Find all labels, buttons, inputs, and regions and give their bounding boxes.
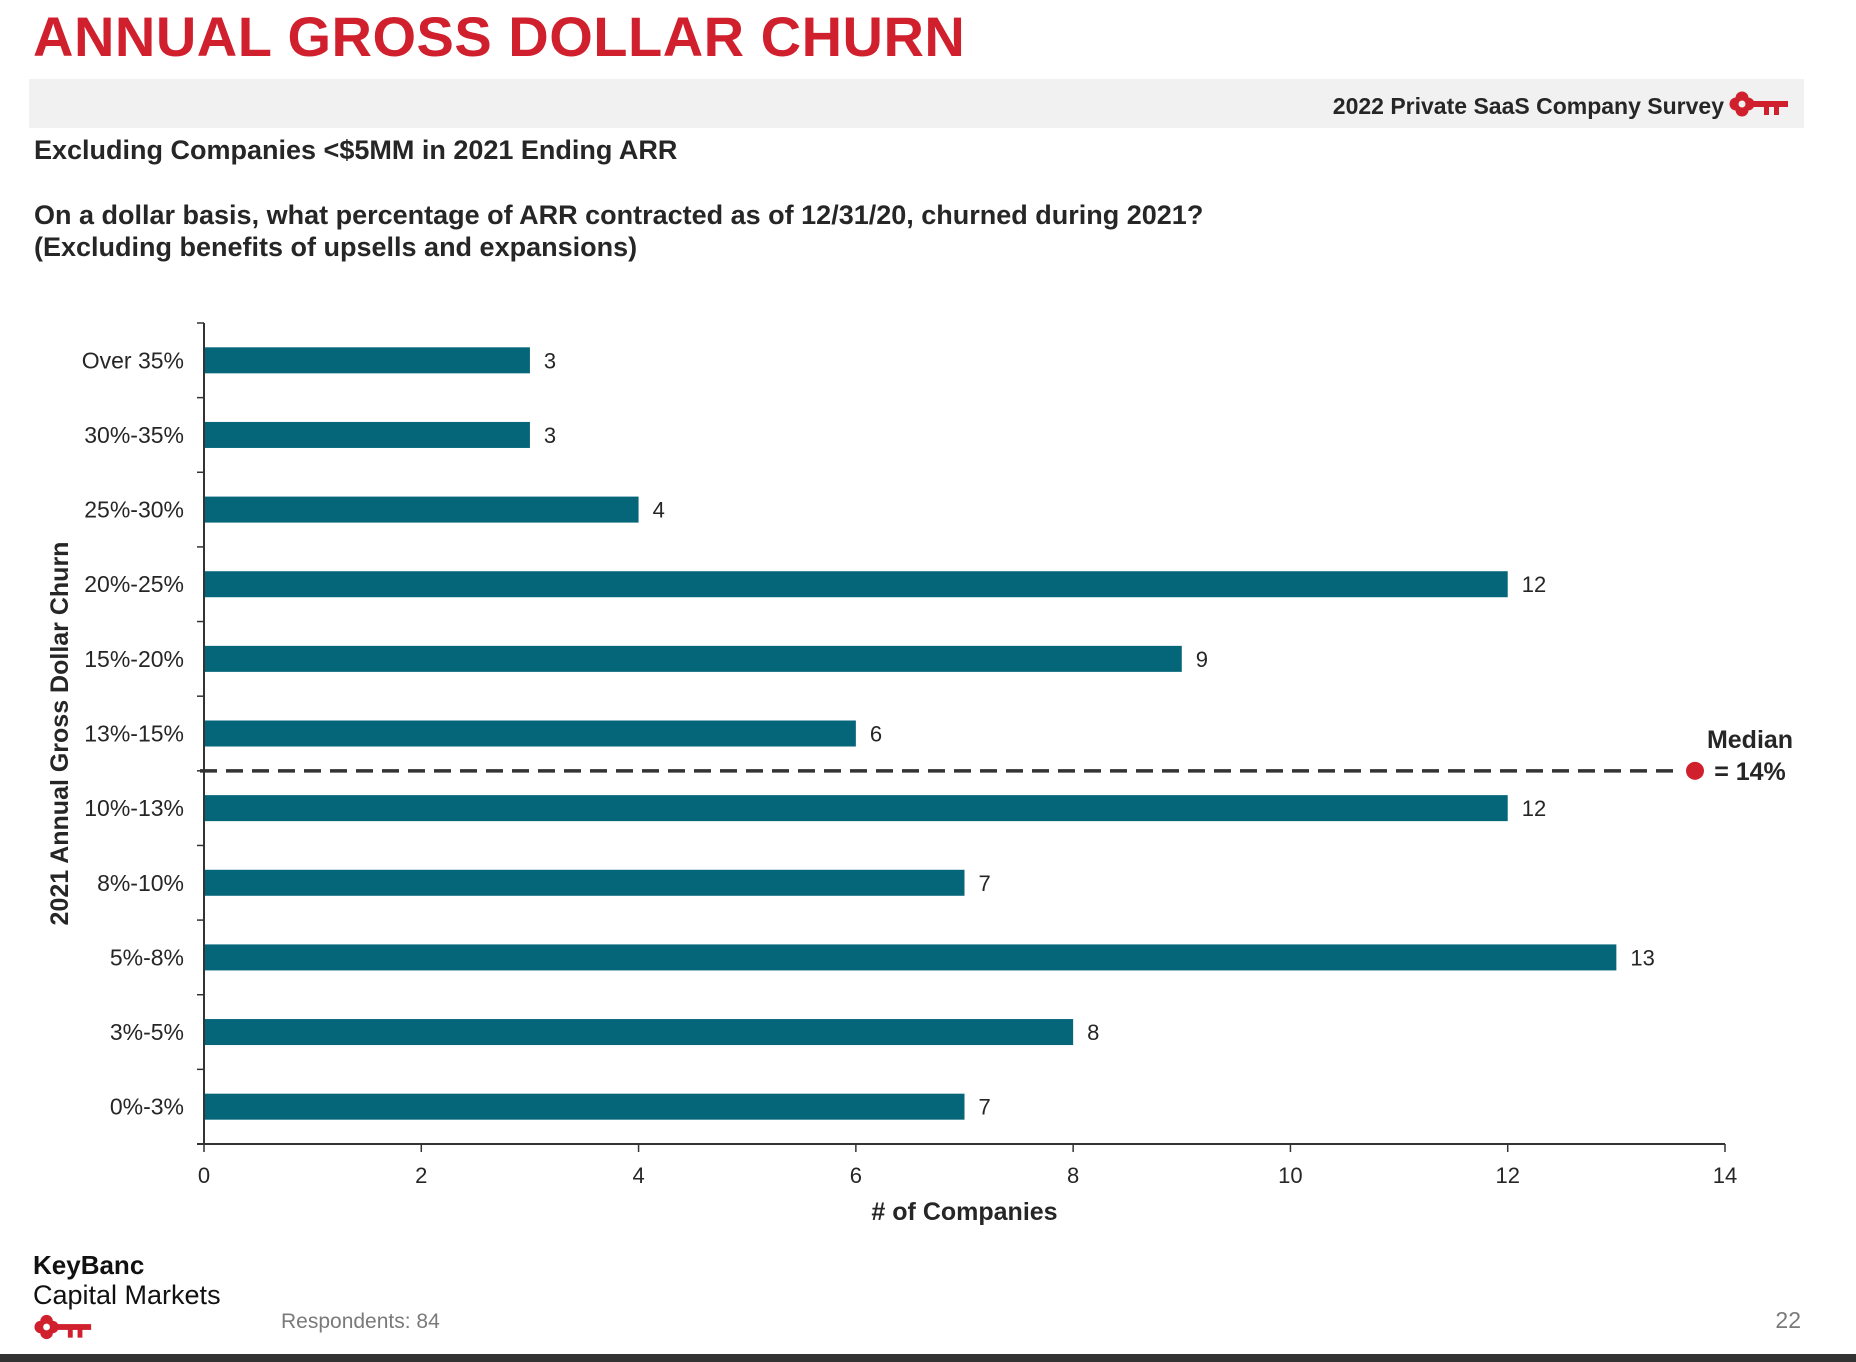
category-label: 13%-15% bbox=[84, 721, 184, 747]
data-label: 7 bbox=[979, 1095, 991, 1120]
churn-bar-chart: Over 35% 3 30%-35% 3 25%-30% 4 20%-25% 12 15%-20… bbox=[46, 322, 1793, 1226]
data-label: 9 bbox=[1196, 647, 1208, 672]
data-label: 7 bbox=[979, 871, 991, 896]
bar bbox=[204, 347, 530, 374]
x-tick-label: 2 bbox=[415, 1163, 427, 1188]
median-layer: Median = 14% bbox=[200, 726, 1793, 786]
bar bbox=[204, 421, 530, 448]
category-label: 8%-10% bbox=[97, 870, 184, 896]
category-label: 5%-8% bbox=[110, 944, 184, 970]
question-note: (Excluding benefits of upsells and expan… bbox=[34, 232, 638, 262]
data-label: 4 bbox=[653, 498, 665, 523]
x-tick-label: 8 bbox=[1067, 1163, 1079, 1188]
bar bbox=[204, 944, 1617, 971]
bar bbox=[204, 496, 639, 523]
key-logo-icon bbox=[1729, 91, 1788, 117]
brand-name: KeyBanc bbox=[33, 1250, 145, 1280]
brand-subtitle: Capital Markets bbox=[33, 1280, 221, 1310]
page-title: ANNUAL GROSS DOLLAR CHURN bbox=[33, 5, 966, 68]
respondents-count: Respondents: 84 bbox=[281, 1310, 440, 1333]
page-number: 22 bbox=[1775, 1307, 1801, 1333]
data-label: 12 bbox=[1522, 572, 1546, 597]
brand-logo: KeyBanc Capital Markets bbox=[33, 1250, 221, 1347]
survey-name: 2022 Private SaaS Company Survey bbox=[1332, 93, 1724, 119]
question-line: On a dollar basis, what percentage of AR… bbox=[34, 200, 1204, 230]
x-tick-label: 0 bbox=[198, 1163, 210, 1188]
x-axis-title: # of Companies bbox=[871, 1198, 1057, 1226]
survey-question: On a dollar basis, what percentage of AR… bbox=[34, 199, 1534, 263]
category-label: 25%-30% bbox=[84, 497, 184, 523]
category-label: 10%-13% bbox=[84, 795, 184, 821]
bar bbox=[204, 645, 1182, 672]
bar bbox=[204, 1093, 965, 1120]
x-tick-label: 12 bbox=[1495, 1163, 1519, 1188]
x-tick-label: 10 bbox=[1278, 1163, 1302, 1188]
x-tick-label: 14 bbox=[1713, 1163, 1737, 1188]
data-label: 12 bbox=[1522, 796, 1546, 821]
x-tick-label: 4 bbox=[632, 1163, 644, 1188]
category-label: 15%-20% bbox=[84, 646, 184, 672]
y-axis-title: 2021 Annual Gross Dollar Churn bbox=[46, 542, 74, 926]
bar bbox=[204, 571, 1508, 598]
bars-layer: Over 35% 3 30%-35% 3 25%-30% 4 20%-25% 12 15%-20… bbox=[82, 347, 1655, 1120]
median-label: Median bbox=[1707, 726, 1793, 754]
category-label: 30%-35% bbox=[84, 422, 184, 448]
data-label: 6 bbox=[870, 722, 882, 747]
data-label: 8 bbox=[1087, 1020, 1099, 1045]
x-tick-label: 6 bbox=[850, 1163, 862, 1188]
category-label: 3%-5% bbox=[110, 1019, 184, 1045]
category-label: 0%-3% bbox=[110, 1094, 184, 1120]
data-label: 3 bbox=[544, 423, 556, 448]
median-value: = 14% bbox=[1714, 758, 1786, 786]
bar bbox=[204, 1019, 1074, 1046]
category-label: Over 35% bbox=[82, 347, 184, 373]
bar bbox=[204, 720, 856, 747]
bar bbox=[204, 869, 965, 896]
category-label: 20%-25% bbox=[84, 571, 184, 597]
data-label: 3 bbox=[544, 348, 556, 373]
median-marker bbox=[1686, 761, 1704, 780]
bar bbox=[204, 795, 1508, 822]
axes-layer: 0 2 4 6 8 10 12 14 # of Companies 2021 Annual Gro… bbox=[46, 322, 1737, 1226]
footer-bar bbox=[0, 1354, 1856, 1362]
key-logo-icon bbox=[34, 1314, 92, 1340]
survey-banner: 2022 Private SaaS Company Survey bbox=[29, 79, 1804, 128]
data-label: 13 bbox=[1630, 945, 1654, 970]
subtitle: Excluding Companies <$5MM in 2021 Ending… bbox=[34, 135, 678, 165]
